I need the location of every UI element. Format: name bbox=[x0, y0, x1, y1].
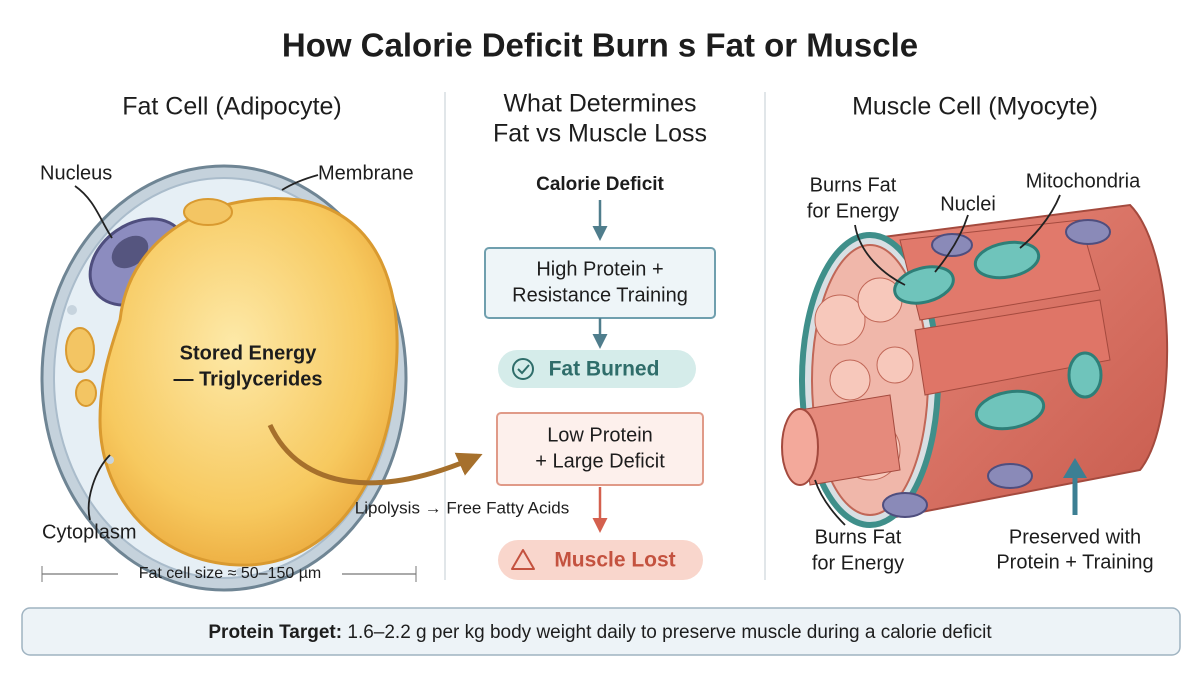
leader bbox=[934, 214, 969, 273]
box bbox=[496, 412, 704, 486]
arrow bbox=[267, 423, 483, 486]
leader bbox=[1019, 194, 1061, 249]
label: Mitochondria bbox=[1026, 170, 1141, 192]
label: Nucleus bbox=[40, 162, 112, 184]
label: Membrane bbox=[318, 162, 414, 184]
muscle-cell bbox=[781, 203, 1169, 528]
leader bbox=[814, 479, 846, 526]
box-text: Low Protein bbox=[547, 424, 653, 446]
leader bbox=[87, 454, 111, 521]
icon bbox=[512, 358, 534, 380]
label: Lipolysis → Free Fatty Acids bbox=[355, 498, 569, 517]
panel-title: Fat Cell (Adipocyte) bbox=[122, 93, 342, 121]
title: How Calorie Deficit Burn s Fat or Muscle bbox=[282, 27, 918, 64]
footer-box bbox=[21, 607, 1181, 656]
icon bbox=[511, 549, 535, 570]
pill bbox=[498, 540, 703, 580]
panel-title: Muscle Cell (Myocyte) bbox=[852, 93, 1098, 121]
label: Nuclei bbox=[940, 193, 996, 215]
panel-title: What Determines bbox=[503, 90, 696, 118]
box-text: + Large Deficit bbox=[535, 450, 665, 472]
fat-cell bbox=[40, 164, 408, 592]
label: for Energy bbox=[812, 552, 904, 574]
leader bbox=[74, 185, 113, 239]
box-text: High Protein + bbox=[536, 258, 663, 280]
label: — Triglycerides bbox=[174, 368, 323, 390]
label: Burns Fat bbox=[810, 174, 897, 196]
result: Muscle Lost bbox=[554, 549, 675, 572]
leader bbox=[281, 174, 319, 191]
size-note: Fat cell size ≈ 50–150 µm bbox=[139, 565, 322, 582]
box-text: Resistance Training bbox=[512, 284, 688, 306]
leader bbox=[854, 224, 906, 286]
panel-title: Fat vs Muscle Loss bbox=[493, 120, 707, 148]
label: Protein + Training bbox=[996, 551, 1153, 573]
label: Preserved with bbox=[1009, 526, 1141, 548]
pill bbox=[498, 350, 696, 388]
label: Cytoplasm bbox=[42, 521, 136, 543]
label: for Energy bbox=[807, 200, 899, 222]
footer-text: 1.6–2.2 g per kg body weight daily to pr… bbox=[347, 622, 992, 643]
footer: Protein Target: 1.6–2.2 g per kg body we… bbox=[208, 622, 992, 643]
icon bbox=[517, 364, 530, 375]
arrow bbox=[1063, 458, 1087, 478]
label: Stored Energy bbox=[180, 342, 318, 364]
footer-label: Protein Target: bbox=[208, 622, 342, 643]
result: Fat Burned bbox=[549, 358, 660, 381]
label: Burns Fat bbox=[815, 526, 902, 548]
start: Calorie Deficit bbox=[536, 174, 664, 195]
